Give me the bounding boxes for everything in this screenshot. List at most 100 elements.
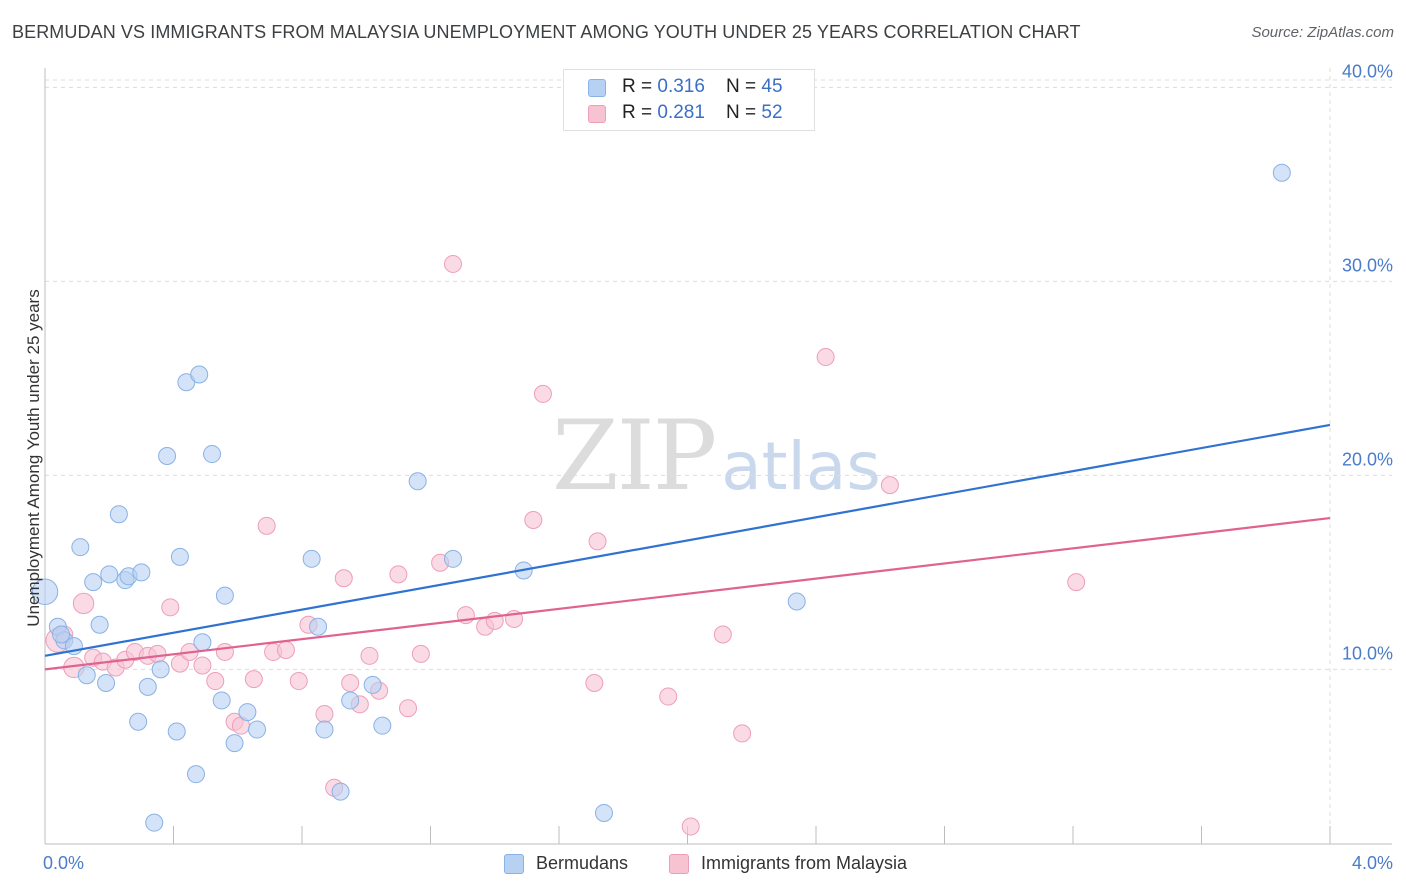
malaysia-point: [170, 654, 189, 673]
bermudans-point: [373, 716, 392, 735]
legend-r-label: R =: [622, 76, 658, 97]
source-credit: Source: ZipAtlas.com: [1251, 24, 1394, 41]
bermudans-point: [212, 691, 231, 710]
malaysia-point: [681, 817, 700, 836]
malaysia-point: [289, 672, 308, 691]
bermudans-point: [238, 703, 257, 722]
bermudans-point: [190, 365, 209, 384]
malaysia-point: [713, 625, 732, 644]
bermudans-point: [77, 666, 96, 685]
bermudans-point: [341, 691, 360, 710]
bermudans-point: [109, 505, 128, 524]
legend-n-label: N =: [726, 102, 762, 123]
bermudans-point: [315, 720, 334, 739]
bermudans-point: [408, 472, 427, 491]
y-tick-label: 30.0%: [1342, 255, 1393, 275]
bermudans-point: [71, 538, 90, 557]
bermudans-point: [787, 592, 806, 611]
bermudans-point: [170, 547, 189, 566]
malaysia-point: [72, 592, 95, 615]
malaysia-point: [193, 656, 212, 675]
malaysia-point: [533, 384, 552, 403]
malaysia-point: [334, 569, 353, 588]
malaysia-point: [880, 476, 899, 495]
data-points: [31, 163, 1291, 836]
malaysia-point: [276, 641, 295, 659]
bermudans-point: [363, 675, 382, 694]
malaysia-point: [659, 687, 678, 706]
legend-n-value: 52: [761, 102, 783, 123]
bermudans-point: [203, 445, 222, 464]
bermudans-point: [129, 712, 148, 731]
legend-label-bermudans: Bermudans: [536, 853, 629, 873]
bermudans-point: [31, 578, 59, 606]
bermudans-point: [97, 673, 116, 692]
malaysia-swatch: [588, 105, 606, 123]
bermudans-point: [151, 660, 170, 679]
bermudans-point: [90, 615, 109, 634]
bermudans-point: [145, 813, 164, 832]
bermudans-point: [248, 720, 267, 739]
bermudans-point: [443, 549, 462, 568]
malaysia-point: [524, 511, 543, 530]
bermudans-trend-line: [44, 423, 1331, 657]
malaysia-point: [206, 672, 225, 691]
y-tick-label: 10.0%: [1342, 643, 1393, 663]
malaysia-point: [1067, 573, 1086, 592]
y-axis-label: Unemployment Among Youth under 25 years: [24, 289, 43, 627]
malaysia-point: [341, 673, 360, 692]
malaysia-point: [389, 565, 408, 584]
legend-r-label: R =: [622, 102, 658, 123]
malaysia-point: [411, 644, 430, 663]
legend-label-malaysia: Immigrants from Malaysia: [701, 853, 908, 873]
bermudans-swatch: [588, 79, 606, 97]
bermudans-point: [52, 625, 71, 644]
malaysia-point: [161, 598, 180, 617]
bermudans-point: [1272, 163, 1291, 182]
malaysia-point: [257, 516, 276, 535]
malaysia-point: [443, 254, 462, 273]
bermudans-point: [193, 633, 212, 652]
bermudans-swatch: [504, 854, 524, 874]
legend-r-value: 0.281: [657, 102, 705, 123]
bermudans-point: [186, 765, 205, 784]
chart-title: BERMUDAN VS IMMIGRANTS FROM MALAYSIA UNE…: [12, 22, 1081, 42]
malaysia-point: [585, 673, 604, 692]
bermudans-point: [84, 573, 103, 592]
x-tick-label-max: 4.0%: [1352, 853, 1393, 873]
trend-lines: [44, 423, 1331, 671]
malaysia-point: [215, 642, 234, 661]
correlation-legend: R = 0.316 N = 45 R = 0.281 N = 52: [563, 69, 815, 131]
bermudans-point: [594, 803, 613, 822]
bermudans-point: [302, 549, 321, 568]
malaysia-point: [148, 644, 167, 663]
legend-r-value: 0.316: [657, 76, 705, 97]
malaysia-point: [399, 699, 418, 718]
bermudans-point: [138, 677, 157, 696]
malaysia-point: [588, 532, 607, 551]
bermudans-point: [215, 586, 234, 605]
bermudans-point: [167, 722, 186, 741]
bermudans-point: [158, 447, 177, 465]
x-tick-label-min: 0.0%: [43, 853, 84, 873]
malaysia-trend-line: [44, 516, 1331, 671]
legend-n-label: N =: [726, 76, 762, 97]
bermudans-point: [225, 734, 244, 753]
bermudans-point: [309, 617, 328, 636]
malaysia-point: [360, 646, 379, 665]
bermudans-point: [331, 782, 350, 801]
malaysia-point: [315, 705, 334, 724]
malaysia-point: [816, 348, 835, 367]
bermudans-point: [100, 565, 119, 584]
malaysia-swatch: [669, 854, 689, 874]
y-tick-label: 40.0%: [1342, 61, 1393, 81]
malaysia-point: [733, 724, 752, 743]
series-legend: Bermudans Immigrants from Malaysia: [0, 852, 1406, 878]
axes: [44, 68, 1392, 845]
legend-n-value: 45: [761, 76, 783, 97]
tick-labels: 10.0% 20.0% 30.0% 40.0% 0.0% 4.0%: [43, 61, 1393, 873]
bermudans-point: [132, 563, 151, 582]
malaysia-point: [244, 670, 263, 689]
y-tick-label: 20.0%: [1342, 449, 1393, 469]
